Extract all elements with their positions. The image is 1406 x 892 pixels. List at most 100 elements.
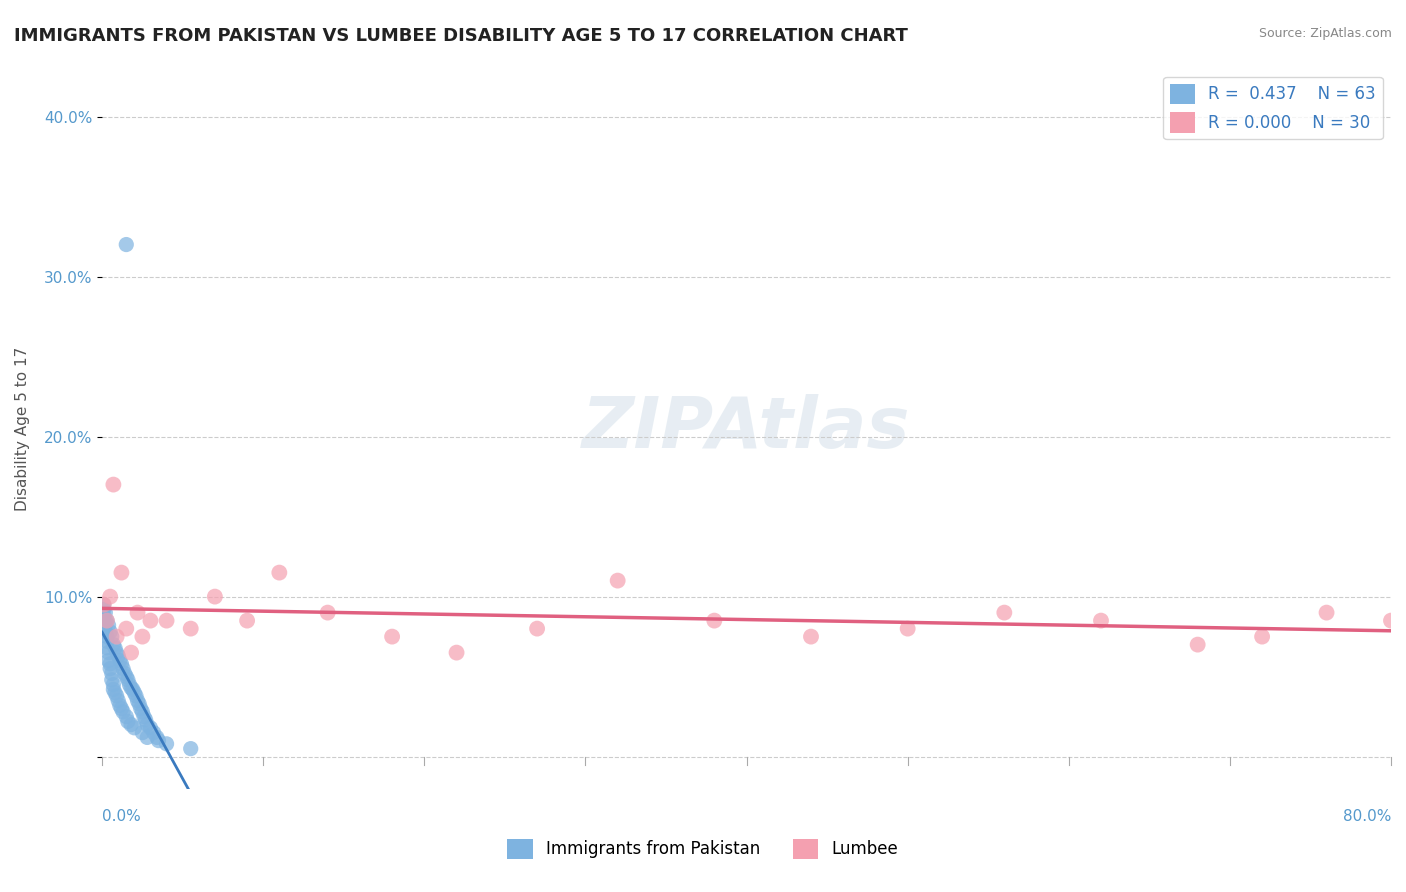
Point — [128, 697, 150, 711]
Point — [121, 682, 143, 697]
Point — [105, 630, 128, 644]
Point — [800, 630, 823, 644]
Text: Source: ZipAtlas.com: Source: ZipAtlas.com — [1258, 27, 1392, 40]
Point — [120, 681, 142, 695]
Text: 0.0%: 0.0% — [103, 809, 141, 824]
Point — [269, 566, 291, 580]
Point — [94, 624, 117, 639]
Point — [110, 701, 132, 715]
Point — [316, 606, 339, 620]
Point — [1379, 614, 1402, 628]
Point — [1315, 606, 1337, 620]
Point — [93, 608, 115, 623]
Text: IMMIGRANTS FROM PAKISTAN VS LUMBEE DISABILITY AGE 5 TO 17 CORRELATION CHART: IMMIGRANTS FROM PAKISTAN VS LUMBEE DISAB… — [14, 27, 908, 45]
Point — [108, 654, 131, 668]
Point — [703, 614, 725, 628]
Point — [142, 725, 165, 739]
Point — [117, 714, 139, 729]
Point — [98, 590, 121, 604]
Point — [110, 566, 132, 580]
Point — [97, 654, 120, 668]
Point — [124, 685, 146, 699]
Point — [108, 698, 131, 713]
Point — [132, 709, 155, 723]
Text: 80.0%: 80.0% — [1343, 809, 1391, 824]
Point — [96, 634, 118, 648]
Point — [146, 731, 169, 745]
Point — [204, 590, 226, 604]
Point — [105, 646, 128, 660]
Text: ZIPAtlas: ZIPAtlas — [582, 394, 911, 463]
Point — [104, 685, 127, 699]
Point — [120, 646, 142, 660]
Point — [127, 606, 149, 620]
Point — [236, 614, 259, 628]
Y-axis label: Disability Age 5 to 17: Disability Age 5 to 17 — [15, 346, 30, 511]
Point — [96, 640, 118, 655]
Point — [139, 614, 162, 628]
Point — [131, 725, 153, 739]
Point — [127, 693, 149, 707]
Point — [107, 648, 129, 663]
Point — [526, 622, 548, 636]
Point — [112, 705, 135, 719]
Point — [136, 731, 159, 745]
Point — [124, 721, 146, 735]
Point — [446, 646, 468, 660]
Point — [136, 717, 159, 731]
Point — [115, 237, 138, 252]
Point — [131, 705, 153, 719]
Point — [129, 701, 152, 715]
Point — [139, 721, 162, 735]
Point — [103, 477, 125, 491]
Point — [155, 614, 177, 628]
Point — [125, 689, 148, 703]
Point — [110, 657, 132, 671]
Point — [96, 614, 118, 628]
Point — [96, 614, 118, 628]
Point — [148, 733, 170, 747]
Point — [180, 622, 202, 636]
Point — [993, 606, 1015, 620]
Point — [112, 662, 135, 676]
Point — [118, 678, 141, 692]
Point — [103, 682, 125, 697]
Point — [98, 662, 121, 676]
Point — [606, 574, 628, 588]
Point — [180, 741, 202, 756]
Point — [120, 717, 142, 731]
Point — [98, 657, 121, 671]
Legend: R =  0.437    N = 63, R = 0.000    N = 30: R = 0.437 N = 63, R = 0.000 N = 30 — [1163, 77, 1382, 139]
Point — [1090, 614, 1112, 628]
Point — [98, 624, 121, 639]
Point — [135, 713, 157, 727]
Point — [1251, 630, 1274, 644]
Point — [103, 638, 125, 652]
Point — [101, 630, 124, 644]
Point — [155, 737, 177, 751]
Point — [103, 678, 125, 692]
Point — [94, 614, 117, 628]
Legend: Immigrants from Pakistan, Lumbee: Immigrants from Pakistan, Lumbee — [501, 832, 905, 866]
Point — [115, 709, 138, 723]
Point — [101, 666, 124, 681]
Point — [131, 630, 153, 644]
Point — [93, 598, 115, 612]
Point — [115, 670, 138, 684]
Point — [96, 630, 118, 644]
Point — [104, 640, 127, 655]
Point — [101, 673, 124, 687]
Point — [1187, 638, 1209, 652]
Point — [93, 602, 115, 616]
Point — [97, 618, 120, 632]
Point — [94, 618, 117, 632]
Point — [97, 646, 120, 660]
Point — [114, 666, 136, 681]
Point — [381, 630, 404, 644]
Point — [94, 606, 117, 620]
Point — [93, 598, 115, 612]
Point — [115, 622, 138, 636]
Point — [107, 693, 129, 707]
Point — [117, 673, 139, 687]
Point — [897, 622, 920, 636]
